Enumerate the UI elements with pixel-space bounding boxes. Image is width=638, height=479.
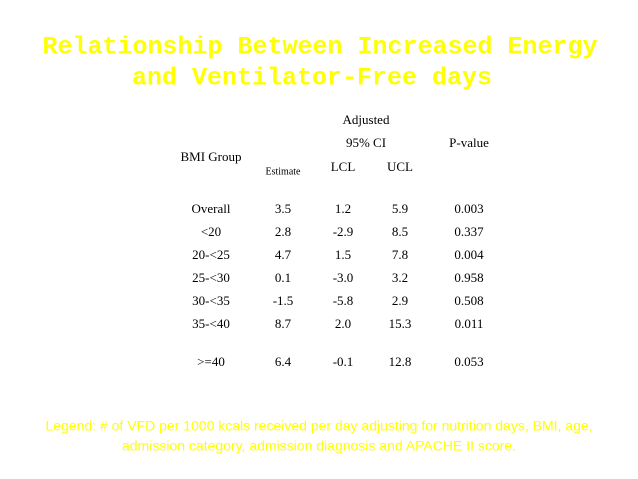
table-cell: -3.0 [333, 270, 354, 285]
table-cell: 12.8 [389, 354, 412, 369]
table-cell: 2.8 [275, 224, 291, 239]
table-cell: 5.9 [392, 201, 408, 216]
table-cell: 0.004 [454, 247, 484, 262]
table-cell: 0.508 [454, 293, 483, 308]
table-cell: 0.337 [454, 224, 484, 239]
table-cell: 0.003 [454, 201, 483, 216]
column-header: P-value [449, 135, 489, 150]
table-cell: 3.5 [275, 201, 291, 216]
table-cell: 3.2 [392, 270, 408, 285]
title-line: and Ventilator-Free days [132, 64, 492, 93]
table-cell: Overall [192, 201, 231, 216]
table-cell: -2.9 [333, 224, 354, 239]
table-cell: 8.5 [392, 224, 408, 239]
table-cell: 35-<40 [192, 316, 230, 331]
legend-line: Legend: # of VFD per 1000 kcals received… [45, 418, 592, 434]
group-header: Adjusted [343, 112, 390, 127]
column-header: Estimate [266, 166, 302, 177]
table-cell: 1.2 [335, 201, 351, 216]
table-cell: 20-<25 [192, 247, 230, 262]
table-cell: -1.5 [273, 293, 294, 308]
table-cell: >=40 [197, 354, 225, 369]
table-cell: 0.958 [454, 270, 483, 285]
ci-header: 95% CI [346, 135, 386, 150]
column-header: UCL [387, 159, 413, 174]
legend-line: admission category, admission diagnosis … [122, 438, 516, 454]
table-cell: 0.053 [454, 354, 483, 369]
table-cell: 7.8 [392, 247, 408, 262]
title-line: Relationship Between Increased Energy [42, 33, 597, 62]
table-cell: 2.0 [335, 316, 351, 331]
table-cell: 25-<30 [192, 270, 230, 285]
table-cell: 30-<35 [192, 293, 230, 308]
table-cell: 4.7 [275, 247, 292, 262]
table-cell: 15.3 [389, 316, 412, 331]
table-cell: 8.7 [275, 316, 292, 331]
table-cell: <20 [201, 224, 221, 239]
table-cell: 0.1 [275, 270, 291, 285]
table-cell: 6.4 [275, 354, 292, 369]
table-cell: -5.8 [333, 293, 354, 308]
table-cell: -0.1 [333, 354, 354, 369]
table-cell: 1.5 [335, 247, 351, 262]
column-header: BMI Group [180, 149, 241, 164]
table-cell: 0.011 [455, 316, 484, 331]
table-cell: 2.9 [392, 293, 408, 308]
column-header: LCL [331, 159, 356, 174]
